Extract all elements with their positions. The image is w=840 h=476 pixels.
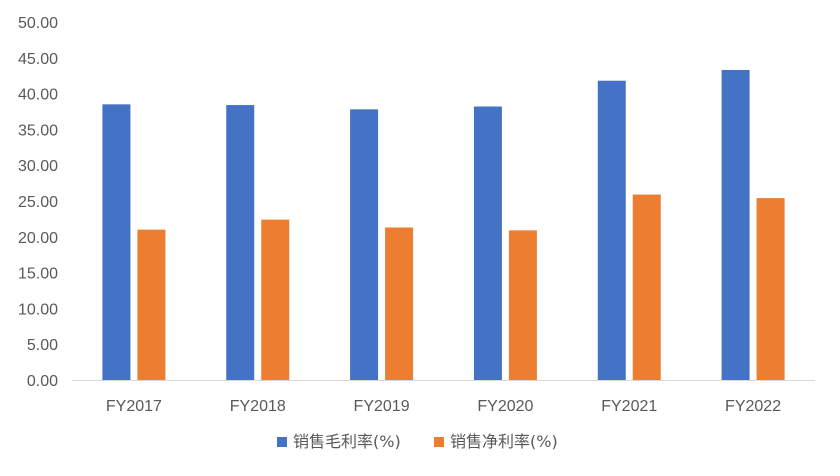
y-tick-label: 30.00 (18, 158, 58, 175)
legend-swatch (434, 437, 444, 447)
x-tick-label: FY2017 (106, 398, 162, 415)
bar-net-margin-fy2018 (261, 219, 290, 380)
y-tick-label: 0.00 (27, 373, 58, 390)
x-tick-label: FY2018 (230, 398, 286, 415)
bar-net-margin-fy2022 (756, 198, 785, 380)
bar-gross-margin-fy2018 (226, 105, 255, 380)
y-axis-ticks: 0.00 5.00 10.00 15.00 20.00 25.00 30.00 35.00 40… (18, 15, 58, 390)
y-tick-label: 45.00 (18, 51, 58, 68)
legend-swatch (277, 437, 287, 447)
bar-gross-margin-fy2020 (473, 106, 502, 380)
x-axis-ticks: FY2017 FY2018 FY2019 FY2020 FY2021 FY2022 (106, 398, 781, 415)
x-tick-label: FY2021 (601, 398, 657, 415)
y-tick-label: 5.00 (27, 337, 58, 354)
bar-gross-margin-fy2019 (350, 109, 379, 381)
bar-gross-margin-fy2017 (102, 104, 131, 380)
bar-net-margin-fy2021 (632, 194, 661, 380)
bar-gross-margin-fy2021 (597, 80, 626, 380)
legend-label: 销售净利率(%) (450, 432, 558, 451)
y-tick-label: 40.00 (18, 87, 58, 104)
y-tick-label: 50.00 (18, 15, 58, 32)
bar-net-margin-fy2017 (137, 229, 166, 380)
y-tick-label: 10.00 (18, 301, 58, 318)
legend-label: 销售毛利率(%) (293, 432, 401, 451)
y-tick-label: 20.00 (18, 230, 58, 247)
legend: 销售毛利率(%) 销售净利率(%) (277, 432, 558, 451)
bar-net-margin-fy2019 (385, 227, 414, 380)
bars (102, 69, 785, 381)
y-tick-label: 25.00 (18, 194, 58, 211)
bar-net-margin-fy2020 (508, 230, 537, 380)
x-tick-label: FY2020 (477, 398, 533, 415)
y-tick-label: 15.00 (18, 266, 58, 283)
bar-gross-margin-fy2022 (721, 69, 750, 381)
y-tick-label: 35.00 (18, 122, 58, 139)
x-tick-label: FY2019 (354, 398, 410, 415)
x-tick-label: FY2022 (725, 398, 781, 415)
